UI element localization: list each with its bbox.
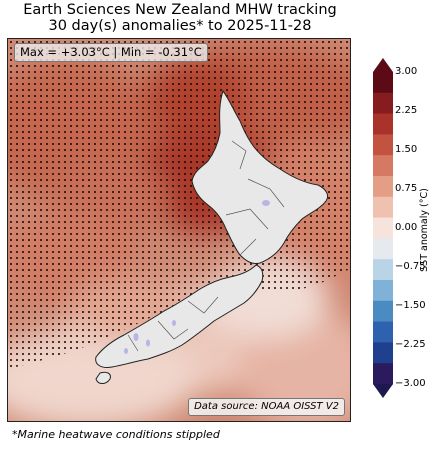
colorbar-tick-label: 0.75 (395, 183, 418, 194)
colorbar-tick-label: −2.25 (395, 339, 426, 350)
colorbar-band (373, 280, 393, 302)
stewart-island (95, 371, 111, 384)
sst-anomaly-map: Max = +3.03°C | Min = -0.31°C Data sourc… (7, 38, 351, 422)
colorbar-band (373, 196, 393, 219)
mhw-stipple-region (8, 39, 350, 369)
lakes (124, 200, 270, 354)
stipple-footnote: *Marine heatwave conditions stippled (12, 428, 220, 441)
north-island (191, 89, 329, 264)
colorbar-tick-label: −3.00 (395, 378, 426, 389)
colorbar-band (373, 113, 393, 135)
colorbar-band (373, 363, 393, 385)
colorbar-tick-label: 1.50 (395, 144, 418, 155)
colorbar-tick-label: 3.00 (395, 66, 418, 77)
colorbar-bands (373, 72, 393, 385)
map-title-line-2: 30 day(s) anomalies* to 2025-11-28 (48, 18, 312, 34)
colorbar-band (373, 176, 393, 198)
colorbar-tick-label: −1.50 (395, 300, 426, 311)
colorbar (373, 58, 393, 398)
colorbar-band (373, 238, 393, 260)
map-canvas (8, 39, 350, 421)
colorbar-band (373, 300, 393, 323)
colorbar-band (373, 72, 393, 94)
colorbar-band (373, 259, 393, 281)
colorbar-band (373, 217, 393, 239)
colorbar-band (373, 342, 393, 364)
colorbar-band (373, 321, 393, 343)
regional-boundaries (127, 140, 285, 352)
colorbar-min-extension (373, 384, 393, 398)
colorbar-tick-label: −0.75 (395, 261, 426, 272)
colorbar-band (373, 155, 393, 177)
colorbar-band (373, 134, 393, 156)
colorbar-band (373, 92, 393, 115)
map-title-line-1: Earth Sciences New Zealand MHW tracking (23, 2, 337, 18)
colorbar-max-extension (373, 58, 393, 72)
south-island (95, 264, 264, 368)
colorbar-tick-label: 0.00 (395, 222, 418, 233)
max-min-stats-label: Max = +3.03°C | Min = -0.31°C (14, 43, 208, 62)
colorbar-tick-label: 2.25 (395, 105, 418, 116)
colorbar-label: SST anomaly (°C) (419, 188, 430, 272)
data-source-label: Data source: NOAA OISST V2 (188, 398, 345, 416)
